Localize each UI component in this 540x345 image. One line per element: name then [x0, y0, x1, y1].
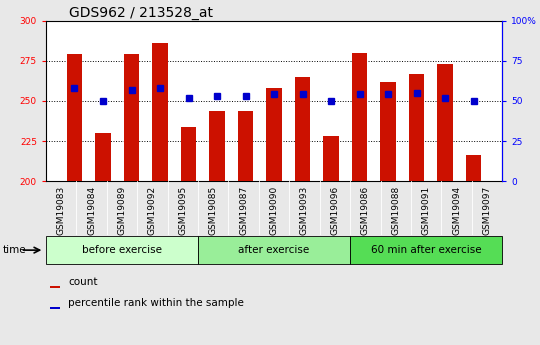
Text: GSM19089: GSM19089: [118, 185, 126, 235]
Bar: [266, 88, 282, 181]
Bar: [409, 73, 424, 181]
Bar: [380, 82, 396, 181]
Bar: [437, 64, 453, 181]
Bar: [50, 286, 60, 288]
Text: GSM19093: GSM19093: [300, 185, 309, 235]
Bar: [323, 136, 339, 181]
Text: after exercise: after exercise: [239, 245, 309, 255]
Text: GSM19095: GSM19095: [178, 185, 187, 235]
Bar: [181, 127, 197, 181]
Text: time: time: [3, 245, 26, 255]
Text: before exercise: before exercise: [82, 245, 162, 255]
Bar: [46, 236, 198, 264]
Bar: [209, 110, 225, 181]
Bar: [466, 156, 482, 181]
Bar: [238, 110, 253, 181]
Bar: [152, 43, 168, 181]
Text: percentile rank within the sample: percentile rank within the sample: [68, 298, 244, 308]
Text: 60 min after exercise: 60 min after exercise: [371, 245, 482, 255]
Text: GSM19092: GSM19092: [148, 185, 157, 235]
Text: GSM19083: GSM19083: [57, 185, 66, 235]
Text: count: count: [68, 277, 98, 287]
Text: GDS962 / 213528_at: GDS962 / 213528_at: [69, 6, 213, 20]
Text: GSM19085: GSM19085: [208, 185, 218, 235]
Text: GSM19091: GSM19091: [422, 185, 431, 235]
Bar: [198, 236, 350, 264]
Bar: [124, 55, 139, 181]
Text: GSM19094: GSM19094: [452, 185, 461, 235]
Bar: [66, 55, 82, 181]
Text: GSM19090: GSM19090: [269, 185, 279, 235]
Text: GSM19096: GSM19096: [330, 185, 339, 235]
Bar: [350, 236, 502, 264]
Bar: [295, 77, 310, 181]
Text: GSM19084: GSM19084: [87, 185, 96, 235]
Text: GSM19088: GSM19088: [391, 185, 400, 235]
Bar: [352, 53, 367, 181]
Text: GSM19086: GSM19086: [361, 185, 370, 235]
Text: GSM19097: GSM19097: [483, 185, 491, 235]
Text: GSM19087: GSM19087: [239, 185, 248, 235]
Bar: [50, 307, 60, 309]
Bar: [95, 133, 111, 181]
